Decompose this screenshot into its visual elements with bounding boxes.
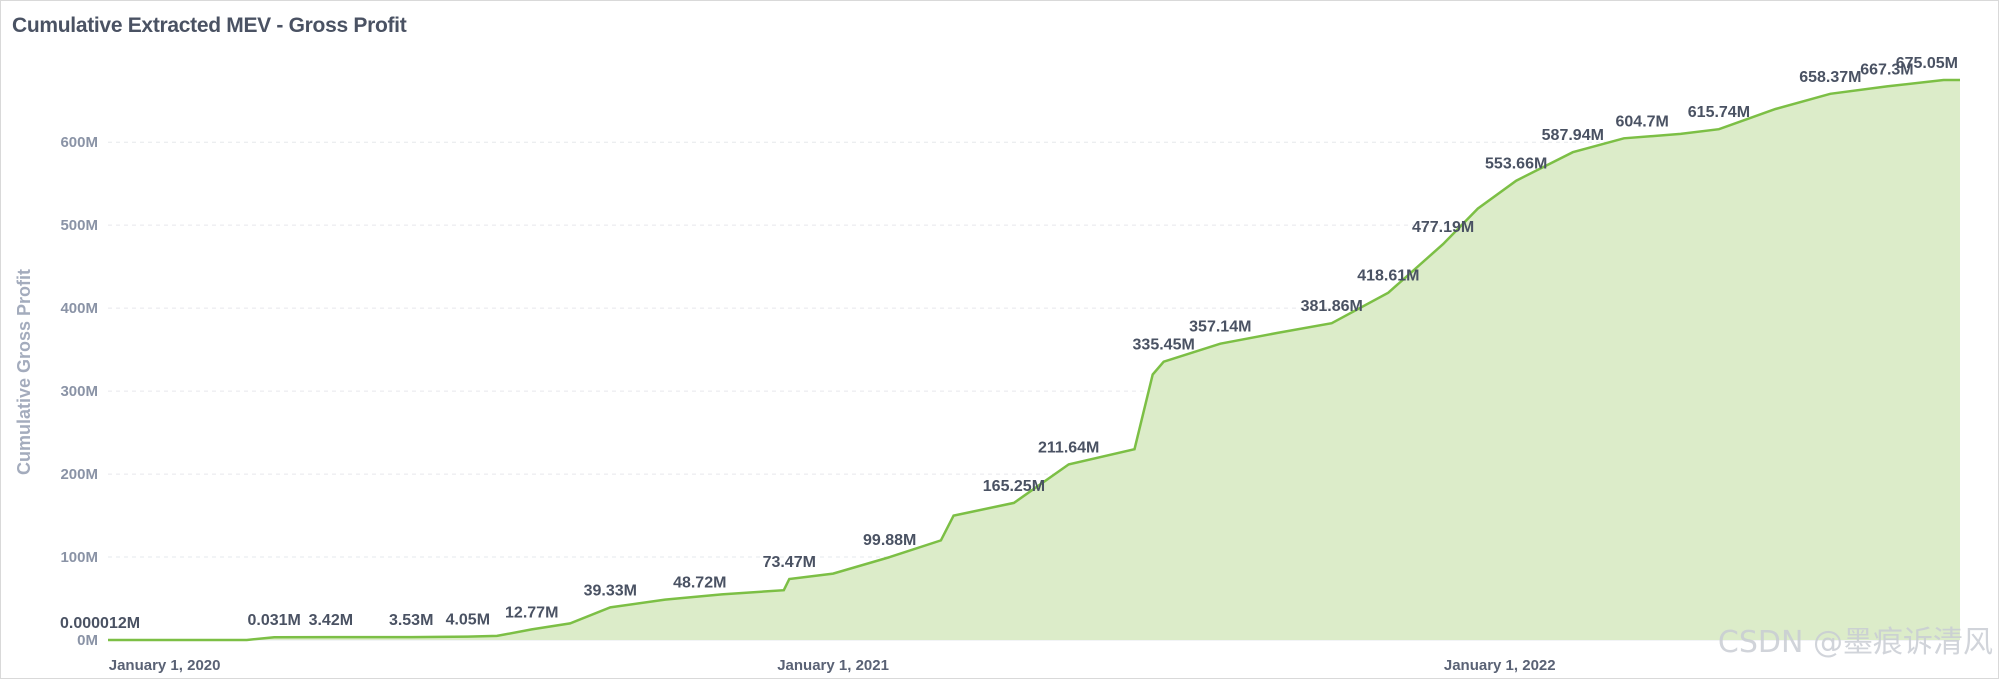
y-tick-label: 300M [60,383,98,400]
data-label: 3.53M [389,612,433,629]
y-axis-label: Cumulative Gross Profit [14,269,34,475]
data-label: 675.05M [1896,55,1958,72]
data-label: 165.25M [983,478,1045,495]
data-label: 587.94M [1542,127,1604,144]
chart-title: Cumulative Extracted MEV - Gross Profit [12,14,407,37]
x-axis-ticks: January 1, 2020 January 1, 2021 January 1,… [109,657,1556,674]
y-tick-label: 600M [60,134,98,151]
data-label: 3.42M [309,612,353,629]
x-tick-label: January 1, 2020 [109,657,221,674]
watermark: CSDN @墨痕诉清风 [1717,625,1993,660]
data-label: 658.37M [1799,69,1861,86]
x-tick-label: January 1, 2022 [1444,657,1556,674]
data-label: 4.05M [446,612,490,629]
y-tick-label: 400M [60,300,98,317]
cumulative-line [108,78,1960,642]
data-label: 357.14M [1189,319,1251,336]
y-axis-ticks: 0M 100M 200M 300M 400M 500M 600M [60,134,98,649]
data-label: 418.61M [1357,268,1419,285]
data-label: 211.64M [1038,439,1099,456]
y-tick-label: 200M [60,466,98,483]
data-label: 381.86M [1301,298,1363,315]
data-label: 0.000012M [60,615,140,632]
data-label: 477.19M [1412,219,1474,236]
x-tick-label: January 1, 2021 [777,657,889,674]
y-tick-label: 0M [77,632,98,649]
data-label: 73.47M [763,554,816,571]
data-label: 553.66M [1485,156,1547,173]
data-label: 604.7M [1616,113,1669,130]
cumulative-area [108,80,1960,640]
data-label: 12.77M [505,604,558,621]
data-label: 48.72M [673,575,726,592]
data-label: 0.031M [248,612,301,629]
y-tick-label: 500M [60,217,98,234]
data-label: 39.33M [584,582,637,599]
data-label: 335.45M [1133,337,1195,354]
data-label: 615.74M [1688,104,1750,121]
data-label: 667.3M [1860,61,1913,78]
data-label: 99.88M [863,532,916,549]
y-tick-label: 100M [60,549,98,566]
data-labels: 0.000012M 0.031M 3.42M 3.53M 4.05M 12.77M 39.3… [60,55,1958,632]
